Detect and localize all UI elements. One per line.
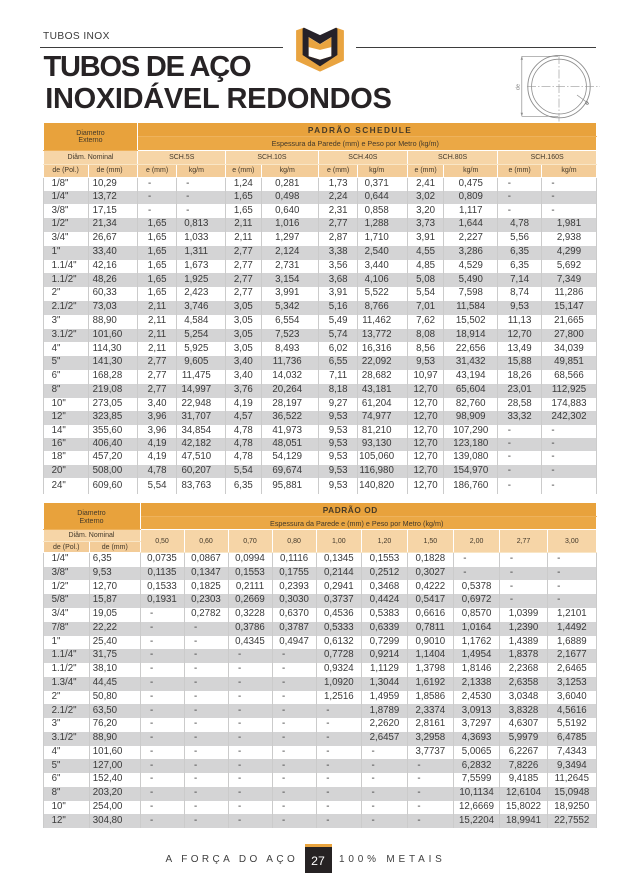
svg-text:de: de xyxy=(516,84,522,90)
svg-text:e: e xyxy=(583,99,591,106)
